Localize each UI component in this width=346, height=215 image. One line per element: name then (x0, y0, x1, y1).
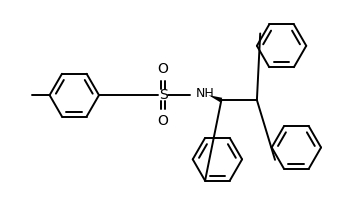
Text: O: O (158, 114, 169, 128)
Polygon shape (209, 95, 222, 102)
Text: S: S (159, 88, 167, 102)
Text: NH: NH (196, 87, 215, 100)
Text: O: O (158, 63, 169, 77)
